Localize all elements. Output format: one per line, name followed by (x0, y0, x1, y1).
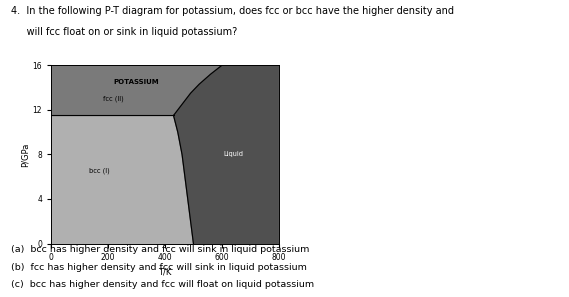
Text: POTASSIUM: POTASSIUM (114, 79, 159, 85)
Text: Liquid: Liquid (223, 151, 244, 157)
X-axis label: T/K: T/K (158, 267, 172, 276)
Polygon shape (174, 65, 279, 244)
Text: (a)  bcc has higher density and fcc will sink in liquid potassium: (a) bcc has higher density and fcc will … (11, 245, 310, 254)
Text: fcc (II): fcc (II) (104, 96, 124, 102)
Text: will fcc float on or sink in liquid potassium?: will fcc float on or sink in liquid pota… (11, 27, 238, 37)
Text: (c)  bcc has higher density and fcc will float on liquid potassium: (c) bcc has higher density and fcc will … (11, 280, 315, 289)
Text: bcc (I): bcc (I) (89, 168, 110, 174)
Polygon shape (51, 65, 222, 116)
Text: 4.  In the following P-T diagram for potassium, does fcc or bcc have the higher : 4. In the following P-T diagram for pota… (11, 6, 455, 16)
Text: (b)  fcc has higher density and fcc will sink in liquid potassium: (b) fcc has higher density and fcc will … (11, 263, 307, 272)
Y-axis label: P/GPa: P/GPa (21, 142, 30, 167)
Polygon shape (51, 116, 193, 244)
